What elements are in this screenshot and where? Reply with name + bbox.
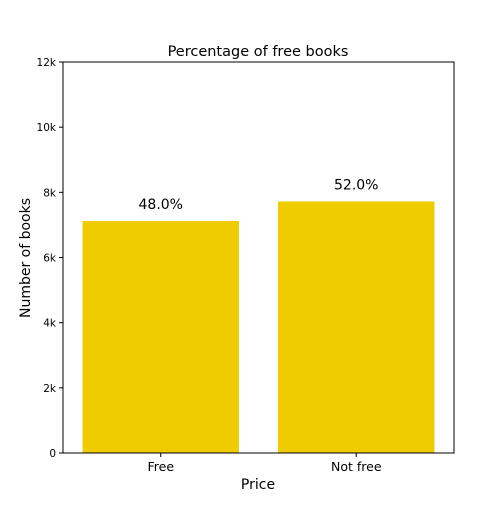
data-label: 48.0% — [139, 197, 183, 213]
x-tick-label: Not free — [331, 459, 382, 474]
x-tick-label: Free — [147, 459, 174, 474]
y-tick-label: 6k — [43, 253, 57, 265]
y-tick-label: 8k — [43, 187, 57, 199]
chart-title: Percentage of free books — [168, 44, 349, 60]
y-tick-label: 10k — [37, 122, 57, 134]
plot-frame — [62, 61, 455, 454]
bar-not-free — [278, 201, 435, 453]
data-label: 52.0% — [334, 177, 378, 193]
y-tick-label: 0 — [49, 448, 56, 460]
bar-free — [82, 221, 239, 453]
y-tick-label: 2k — [43, 383, 57, 395]
y-axis-label: Number of books — [18, 198, 34, 318]
bars-layer: 48.0% 52.0% — [82, 177, 435, 453]
x-axis: Free Not free — [147, 453, 382, 474]
y-axis: 0 2k 4k 6k 8k 10k 12k — [37, 57, 63, 460]
y-tick-label: 12k — [37, 57, 57, 69]
y-tick-label: 4k — [43, 318, 57, 330]
x-axis-label: Price — [241, 477, 275, 493]
